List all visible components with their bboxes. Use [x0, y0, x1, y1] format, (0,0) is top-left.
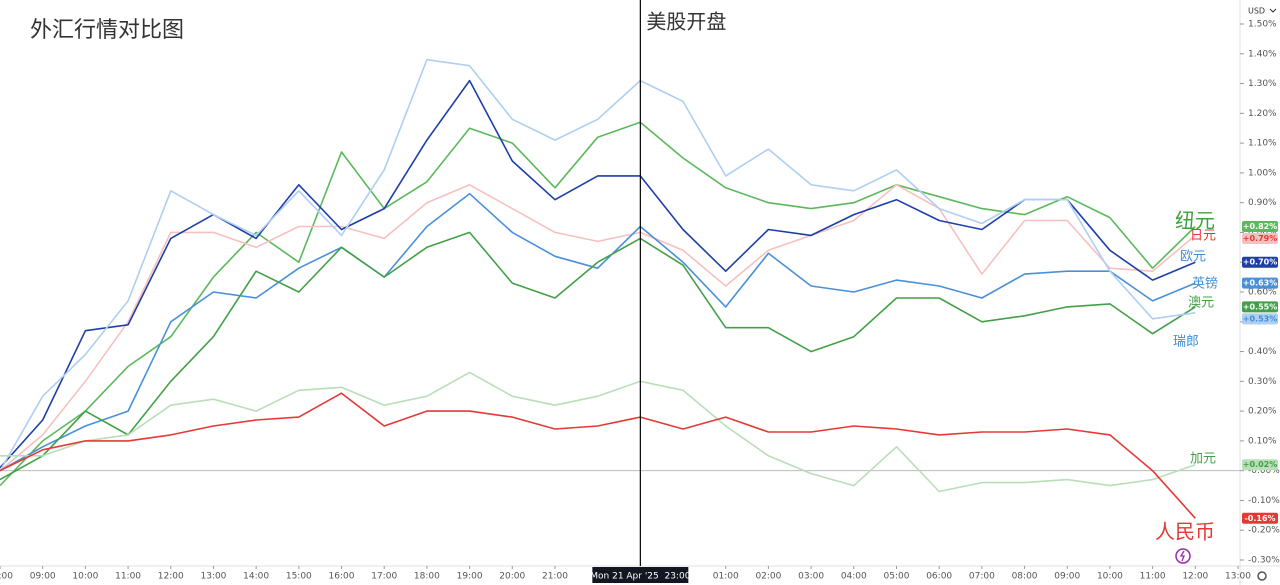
- last-value-label: +0.70%: [1243, 258, 1277, 267]
- last-value-label: +0.63%: [1243, 279, 1277, 288]
- x-tick-label: 01:00: [713, 572, 739, 582]
- y-tick-label: 1.50%: [1248, 20, 1277, 30]
- y-tick-label: -0.20%: [1248, 526, 1280, 536]
- x-tick-label: 11:00: [115, 572, 141, 582]
- lines-layer: [0, 58, 1196, 519]
- x-tick-label: 20:00: [499, 572, 525, 582]
- x-tick-label: 10:00: [1097, 572, 1123, 582]
- legend-label: 日元: [1190, 229, 1216, 244]
- y-tick-label: 1.40%: [1248, 49, 1277, 59]
- last-value-label: +0.02%: [1243, 460, 1277, 469]
- legend-label: 加元: [1190, 452, 1216, 467]
- x-tick-label: 10:00: [72, 572, 98, 582]
- x-tick-label: 21:00: [542, 572, 568, 582]
- x-tick-label: 08:00: [1012, 572, 1038, 582]
- legend-label: 欧元: [1180, 250, 1206, 265]
- y-tick-label: 1.30%: [1248, 79, 1277, 89]
- y-tick-label: 0.10%: [1248, 436, 1277, 446]
- y-tick-label: 0.30%: [1248, 377, 1277, 387]
- x-tick-label: 14:00: [243, 572, 269, 582]
- x-tick-label: 13:00: [200, 572, 226, 582]
- series-line: [0, 79, 1196, 469]
- x-tick-label: 02:00: [755, 572, 781, 582]
- last-value-badge: [1242, 459, 1278, 471]
- y-tick-label: 0.90%: [1248, 198, 1277, 208]
- x-tick-label: 17:00: [371, 572, 397, 582]
- last-value-label: +0.53%: [1243, 314, 1277, 323]
- legend-label: 瑞郎: [1173, 335, 1199, 350]
- y-tick-label: 0.40%: [1248, 347, 1277, 357]
- series-line: [0, 121, 1196, 487]
- legend-label: 澳元: [1188, 295, 1214, 311]
- crosshair-badge: [592, 567, 689, 583]
- legend-label: 人民币: [1155, 520, 1215, 544]
- currency-selector[interactable]: USD: [1248, 7, 1265, 16]
- legend-label: 英镑: [1192, 276, 1218, 292]
- x-tick-label: 11:00: [1140, 572, 1166, 582]
- series-line: [0, 58, 1196, 472]
- x-tick-label: 16:00: [329, 572, 355, 582]
- x-tick-label: 08:00: [0, 572, 13, 582]
- last-value-label: -0.16%: [1244, 514, 1275, 523]
- y-tick-label: 1.20%: [1248, 109, 1277, 119]
- y-tick-label: 0.20%: [1248, 407, 1277, 417]
- series-line: [0, 371, 1196, 493]
- x-tick-label: 09:00: [30, 572, 56, 582]
- series-line: [0, 192, 1196, 472]
- x-tick-label: 05:00: [884, 572, 910, 582]
- y-tick-label: -0.30%: [1248, 556, 1280, 566]
- x-tick-label: 06:00: [926, 572, 952, 582]
- y-tick-label: 0.60%: [1248, 288, 1277, 298]
- grid-layer: 1.50% 1.40% 1.30% 1.20% 1.10% 1.00% 0.90% 0.80%…: [0, 20, 1280, 582]
- crosshair-label: Mon 21 Apr '25 23:00: [590, 572, 690, 582]
- alert-bolt: [1179, 550, 1185, 562]
- x-tick-label: 07:00: [969, 572, 995, 582]
- last-value-label: +0.82%: [1243, 222, 1277, 231]
- y-tick-label: 0.80%: [1248, 228, 1277, 238]
- last-value-label: +0.55%: [1243, 302, 1277, 311]
- x-tick-label: 12:00: [1182, 572, 1208, 582]
- settings-icon[interactable]: [1257, 571, 1267, 581]
- series-line: [0, 392, 1196, 519]
- series-line: [0, 184, 1196, 472]
- y-tick-label: -0.00%: [1248, 466, 1280, 476]
- y-tick-label: 1.10%: [1248, 139, 1277, 149]
- legend-label: 纽元: [1175, 209, 1215, 233]
- last-value-badge: [1242, 256, 1278, 268]
- x-tick-label: 19:00: [457, 572, 483, 582]
- series-line: [0, 231, 1196, 481]
- x-tick-label: 15:00: [286, 572, 312, 582]
- last-value-badge: [1242, 301, 1278, 313]
- x-tick-label: 09:00: [1054, 572, 1080, 582]
- alert-icon[interactable]: [1175, 548, 1191, 564]
- last-value-badge: [1242, 220, 1278, 232]
- x-tick-label: 18:00: [414, 572, 440, 582]
- y-tick-label: -0.10%: [1248, 496, 1280, 506]
- chart-title: 外汇行情对比图: [30, 18, 184, 43]
- last-value-badge: [1242, 277, 1278, 289]
- last-value-badge: [1242, 232, 1278, 244]
- last-value-badge: [1242, 512, 1278, 524]
- dropdown-arrow[interactable]: [1269, 8, 1277, 13]
- y-tick-label: 1.00%: [1248, 168, 1277, 178]
- x-tick-label: 03:00: [798, 572, 824, 582]
- last-value-badge: [1242, 313, 1278, 325]
- x-tick-label: 13:00: [1225, 572, 1251, 582]
- x-tick-label: 12:00: [158, 572, 184, 582]
- x-tick-label: 04:00: [841, 572, 867, 582]
- event-label: 美股开盘: [646, 10, 726, 34]
- last-value-label: +0.79%: [1243, 234, 1277, 243]
